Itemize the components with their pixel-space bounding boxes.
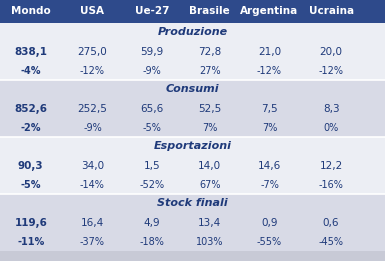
Text: 119,6: 119,6 xyxy=(14,218,47,228)
Text: 103%: 103% xyxy=(196,237,224,247)
Bar xyxy=(0,80,385,137)
Text: 838,1: 838,1 xyxy=(14,47,47,57)
Text: -45%: -45% xyxy=(319,237,343,247)
Text: 59,9: 59,9 xyxy=(141,47,164,57)
Text: Consumi: Consumi xyxy=(166,84,219,94)
Text: -12%: -12% xyxy=(80,66,105,76)
Text: Argentina: Argentina xyxy=(240,7,299,16)
Text: -18%: -18% xyxy=(140,237,164,247)
Text: 0,9: 0,9 xyxy=(261,218,278,228)
Text: 20,0: 20,0 xyxy=(320,47,343,57)
Text: 7,5: 7,5 xyxy=(261,104,278,114)
Text: 4,9: 4,9 xyxy=(144,218,161,228)
Text: Mondo: Mondo xyxy=(11,7,51,16)
Text: 14,0: 14,0 xyxy=(198,161,221,171)
Text: 1,5: 1,5 xyxy=(144,161,161,171)
Text: -5%: -5% xyxy=(20,180,41,190)
Text: 27%: 27% xyxy=(199,66,221,76)
Text: 67%: 67% xyxy=(199,180,221,190)
Text: 852,6: 852,6 xyxy=(14,104,47,114)
Text: -12%: -12% xyxy=(257,66,282,76)
Text: -55%: -55% xyxy=(257,237,282,247)
Text: -16%: -16% xyxy=(319,180,343,190)
Text: -52%: -52% xyxy=(139,180,165,190)
Text: 52,5: 52,5 xyxy=(198,104,221,114)
Text: Brasile: Brasile xyxy=(189,7,230,16)
Text: -12%: -12% xyxy=(319,66,343,76)
Text: USA: USA xyxy=(80,7,104,16)
Text: -11%: -11% xyxy=(17,237,44,247)
Text: 0%: 0% xyxy=(323,123,339,133)
Text: -2%: -2% xyxy=(20,123,41,133)
Text: 21,0: 21,0 xyxy=(258,47,281,57)
Text: Produzione: Produzione xyxy=(157,27,228,37)
Text: -37%: -37% xyxy=(80,237,105,247)
Text: -9%: -9% xyxy=(143,66,161,76)
Text: Stock finali: Stock finali xyxy=(157,198,228,208)
Text: 16,4: 16,4 xyxy=(81,218,104,228)
Text: -5%: -5% xyxy=(142,123,162,133)
Text: Ue-27: Ue-27 xyxy=(135,7,169,16)
Text: 12,2: 12,2 xyxy=(320,161,343,171)
Bar xyxy=(0,137,385,194)
Text: 8,3: 8,3 xyxy=(323,104,340,114)
Text: 275,0: 275,0 xyxy=(77,47,107,57)
Bar xyxy=(0,0,385,23)
Text: 252,5: 252,5 xyxy=(77,104,107,114)
Text: 7%: 7% xyxy=(202,123,218,133)
Bar xyxy=(0,23,385,80)
Text: 7%: 7% xyxy=(262,123,277,133)
Text: 90,3: 90,3 xyxy=(18,161,44,171)
Text: -4%: -4% xyxy=(20,66,41,76)
Text: 34,0: 34,0 xyxy=(81,161,104,171)
Text: Ucraina: Ucraina xyxy=(308,7,354,16)
Bar xyxy=(0,194,385,251)
Text: 65,6: 65,6 xyxy=(141,104,164,114)
Text: -7%: -7% xyxy=(260,180,279,190)
Text: 72,8: 72,8 xyxy=(198,47,221,57)
Text: 13,4: 13,4 xyxy=(198,218,221,228)
Text: -9%: -9% xyxy=(83,123,102,133)
Text: 14,6: 14,6 xyxy=(258,161,281,171)
Text: 0,6: 0,6 xyxy=(323,218,339,228)
Text: Esportazioni: Esportazioni xyxy=(154,141,231,151)
Text: -14%: -14% xyxy=(80,180,105,190)
